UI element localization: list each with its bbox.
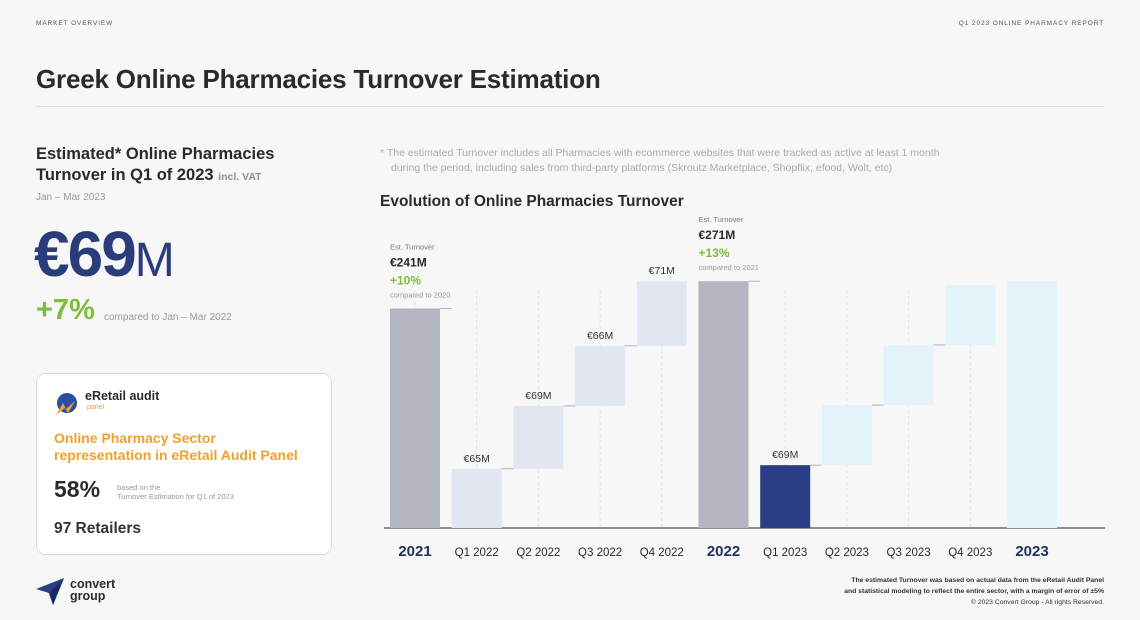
- bar-q1-2023: [760, 465, 811, 528]
- x-tick-label: Q3 2023: [887, 547, 931, 559]
- x-tick-label: Q4 2023: [948, 547, 992, 559]
- annotation-note: compared to 2021: [699, 263, 759, 272]
- x-tick-label: Q1 2023: [763, 547, 807, 559]
- bar-q4-2023: [945, 284, 996, 345]
- value-label: €69M: [772, 449, 798, 461]
- x-tick-label: Q2 2022: [516, 547, 560, 559]
- x-tick-label: Q1 2022: [455, 547, 499, 559]
- value-label: €71M: [649, 265, 675, 277]
- value-label: €69M: [525, 390, 551, 402]
- bar-q1-2022: [451, 468, 502, 528]
- annotation-note: compared to 2020: [390, 291, 450, 300]
- bar-2022: [698, 281, 749, 528]
- value-label: €66M: [587, 330, 613, 342]
- bar-q3-2022: [575, 345, 626, 406]
- panel-share-note-line2: Turnover Estimation for Q1 of 2023: [117, 492, 234, 501]
- page-title: Greek Online Pharmacies Turnover Estimat…: [36, 64, 601, 94]
- panel-brand-sub: panel: [87, 404, 105, 411]
- logo-line1: convert: [70, 577, 116, 591]
- turnover-chart: 2021 €65M Q1 2022 €69M Q2 2022 €66M Q3 2022 €71…: [384, 215, 1105, 560]
- panel-brand-name: eRetail audit: [85, 389, 160, 403]
- copyright: © 2023 Convert Group - All rights Reserv…: [970, 599, 1104, 606]
- x-tick-label: 2021: [398, 543, 431, 560]
- methodology-note: The estimated Turnover was based on actu…: [844, 575, 1104, 608]
- convert-group-logo: convert group: [70, 577, 116, 603]
- x-tick-label: Q2 2023: [825, 547, 869, 559]
- annotation-value: €271M: [699, 228, 736, 242]
- convert-group-logo-icon: [36, 578, 64, 605]
- panel-share-note: based on the Turnover Estimation for Q1 …: [117, 483, 267, 501]
- panel-headline: Online Pharmacy Sector representation in…: [54, 430, 329, 464]
- footnote-line2: during the period, including sales from …: [391, 162, 893, 174]
- panel-share-value: 58%: [54, 476, 101, 502]
- methodology-line2: and statistical modeling to reflect the …: [844, 588, 1104, 595]
- bar-q4-2022: [636, 281, 687, 346]
- eretail-logo-icon: [56, 393, 77, 415]
- vat-note: incl. VAT: [218, 171, 262, 183]
- panel-headline-line2: representation in eRetail Audit Panel: [54, 447, 298, 463]
- annotation-change: +10%: [390, 274, 421, 288]
- x-tick-label: 2022: [707, 543, 740, 560]
- logo-line2: group: [70, 589, 106, 603]
- panel-share-note-line1: based on the: [117, 483, 161, 492]
- panel-retailers: 97 Retailers: [54, 520, 142, 537]
- annotation-label: Est. Turnover: [390, 243, 435, 252]
- bar-2021: [390, 308, 440, 528]
- annotation-value: €241M: [390, 256, 427, 270]
- turnover-amount: €69: [34, 218, 137, 290]
- bar-q2-2022: [513, 405, 564, 469]
- panel-headline-line1: Online Pharmacy Sector: [54, 430, 216, 446]
- turnover-unit: M: [134, 234, 175, 287]
- growth-note: compared to Jan – Mar 2022: [104, 312, 232, 323]
- estimate-period: Jan – Mar 2023: [36, 192, 106, 203]
- annotation-change: +13%: [699, 246, 730, 260]
- bar-q2-2023: [821, 405, 872, 466]
- header-report-label: Q1 2023 ONLINE PHARMACY REPORT: [958, 20, 1104, 27]
- x-tick-label: Q4 2022: [640, 547, 684, 559]
- x-tick-label: Q3 2022: [578, 547, 622, 559]
- chart-footnote: * The estimated Turnover includes all Ph…: [380, 146, 1040, 176]
- header-section-label: MARKET OVERVIEW: [36, 20, 114, 27]
- estimate-heading-line1: Estimated* Online Pharmacies: [36, 145, 275, 163]
- methodology-line1: The estimated Turnover was based on actu…: [851, 577, 1104, 584]
- footnote-line1: * The estimated Turnover includes all Ph…: [380, 147, 940, 159]
- estimate-heading: Estimated* Online Pharmacies Turnover in…: [36, 144, 336, 188]
- bar-2023: [1007, 281, 1057, 528]
- turnover-big-value: €69M: [34, 214, 175, 301]
- annotation-label: Est. Turnover: [699, 215, 744, 224]
- estimate-heading-line2: Turnover in Q1 of 2023: [36, 166, 214, 184]
- growth-value: +7%: [36, 294, 95, 326]
- value-label: €65M: [464, 453, 490, 465]
- x-tick-label: 2023: [1015, 543, 1048, 560]
- chart-title: Evolution of Online Pharmacies Turnover: [380, 193, 684, 210]
- title-divider: [36, 106, 1104, 107]
- eretail-panel-card: eRetail audit panel Online Pharmacy Sect…: [36, 373, 332, 555]
- bar-q3-2023: [883, 344, 934, 406]
